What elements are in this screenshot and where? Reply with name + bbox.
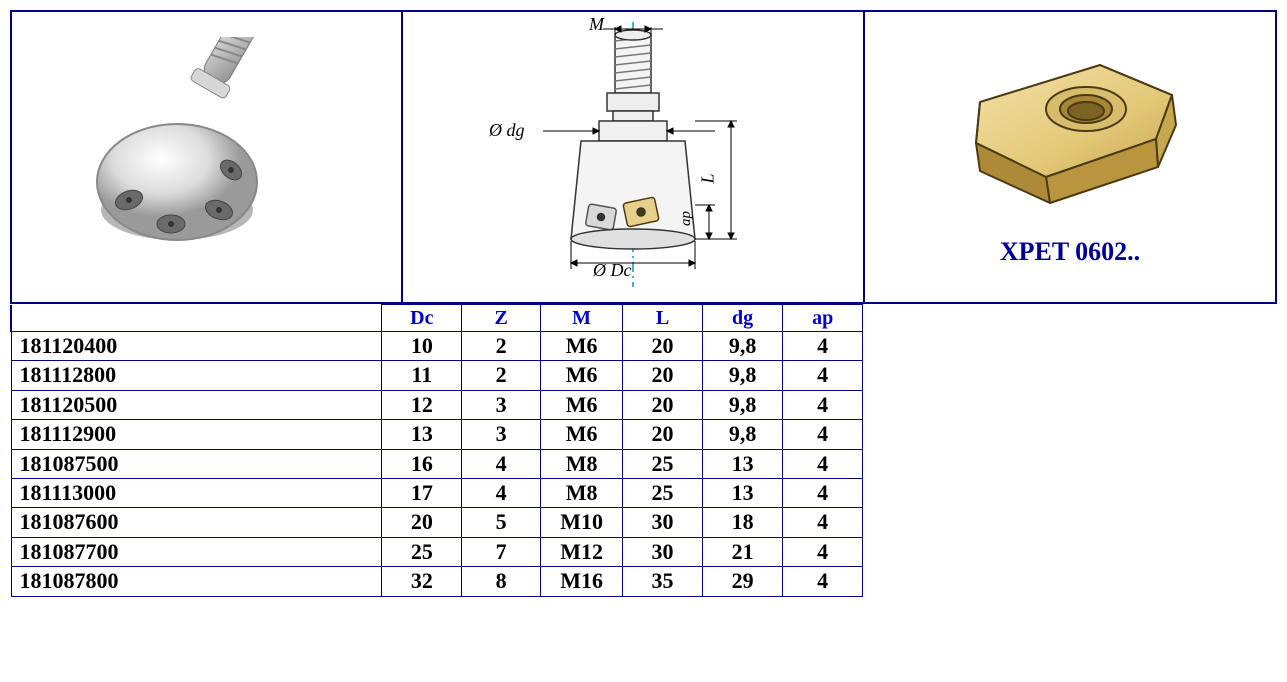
table-cell: 10 xyxy=(382,332,462,361)
table-cell: 13 xyxy=(702,449,782,478)
table-cell: 20 xyxy=(623,361,703,390)
table-cell: 21 xyxy=(702,537,782,566)
table-cell: 4 xyxy=(783,508,863,537)
table-row: 181087700257M1230214 xyxy=(11,537,863,566)
table-cell: 25 xyxy=(623,478,703,507)
table-cell: 29 xyxy=(702,567,782,596)
table-cell: 4 xyxy=(783,449,863,478)
table-cell: 9,8 xyxy=(702,420,782,449)
tool-photo-icon xyxy=(67,37,347,277)
table-cell: M12 xyxy=(541,537,623,566)
table-cell: 4 xyxy=(783,332,863,361)
table-cell: M8 xyxy=(541,449,623,478)
table-cell: 3 xyxy=(462,390,541,419)
table-cell: 4 xyxy=(783,537,863,566)
diagram-label-dc: Ø Dc xyxy=(593,260,632,281)
table-cell: M10 xyxy=(541,508,623,537)
catalog-page: M Ø dg Ø Dc L ap xyxy=(10,10,1277,597)
table-cell: 25 xyxy=(623,449,703,478)
table-cell: M6 xyxy=(541,390,623,419)
spec-table: Dc Z M L dg ap 181120400102M6209,8418111… xyxy=(10,304,863,597)
part-number: 181087800 xyxy=(11,567,382,596)
image-row: M Ø dg Ø Dc L ap xyxy=(10,10,1277,304)
table-cell: 11 xyxy=(382,361,462,390)
table-cell: 13 xyxy=(382,420,462,449)
table-cell: M6 xyxy=(541,332,623,361)
tool-photo-cell xyxy=(12,12,403,302)
table-cell: 20 xyxy=(623,420,703,449)
table-cell: M6 xyxy=(541,361,623,390)
table-cell: 5 xyxy=(462,508,541,537)
table-row: 181113000174M825134 xyxy=(11,478,863,507)
table-row: 181087500164M825134 xyxy=(11,449,863,478)
part-number: 181087600 xyxy=(11,508,382,537)
table-cell: 2 xyxy=(462,332,541,361)
table-row: 181087600205M1030184 xyxy=(11,508,863,537)
table-cell: 20 xyxy=(382,508,462,537)
table-cell: 32 xyxy=(382,567,462,596)
diagram-label-dg: Ø dg xyxy=(489,120,525,141)
part-number: 181087500 xyxy=(11,449,382,478)
diagram-label-ap: ap xyxy=(678,211,695,226)
header-l: L xyxy=(623,305,703,332)
table-row: 181112900133M6209,84 xyxy=(11,420,863,449)
table-cell: 18 xyxy=(702,508,782,537)
table-row: 181112800112M6209,84 xyxy=(11,361,863,390)
table-cell: 4 xyxy=(462,478,541,507)
table-cell: 35 xyxy=(623,567,703,596)
part-number: 181120400 xyxy=(11,332,382,361)
table-cell: 4 xyxy=(783,361,863,390)
table-cell: M16 xyxy=(541,567,623,596)
table-cell: 4 xyxy=(783,567,863,596)
table-cell: 4 xyxy=(462,449,541,478)
table-cell: 17 xyxy=(382,478,462,507)
table-row: 181120400102M6209,84 xyxy=(11,332,863,361)
header-z: Z xyxy=(462,305,541,332)
part-number: 181120500 xyxy=(11,390,382,419)
part-number: 181113000 xyxy=(11,478,382,507)
diagram-label-m: M xyxy=(589,14,604,35)
table-row: 181120500123M6209,84 xyxy=(11,390,863,419)
table-cell: 4 xyxy=(783,420,863,449)
diagram-label-l: L xyxy=(698,173,719,183)
table-header-row: Dc Z M L dg ap xyxy=(11,305,863,332)
table-cell: 3 xyxy=(462,420,541,449)
table-cell: 30 xyxy=(623,508,703,537)
table-cell: 8 xyxy=(462,567,541,596)
table-row: 181087800328M1635294 xyxy=(11,567,863,596)
table-cell: 16 xyxy=(382,449,462,478)
insert-cell: XPET 0602.. xyxy=(865,12,1275,302)
table-cell: 20 xyxy=(623,332,703,361)
table-cell: 9,8 xyxy=(702,390,782,419)
header-m: M xyxy=(541,305,623,332)
diagram-cell: M Ø dg Ø Dc L ap xyxy=(403,12,865,302)
table-cell: 4 xyxy=(783,478,863,507)
table-cell: 25 xyxy=(382,537,462,566)
table-cell: 13 xyxy=(702,478,782,507)
header-ap: ap xyxy=(783,305,863,332)
table-cell: 30 xyxy=(623,537,703,566)
header-dg: dg xyxy=(702,305,782,332)
part-number: 181112900 xyxy=(11,420,382,449)
table-cell: 7 xyxy=(462,537,541,566)
table-cell: 2 xyxy=(462,361,541,390)
insert-label: XPET 0602.. xyxy=(1000,237,1140,267)
technical-diagram-icon xyxy=(463,17,803,297)
table-cell: M8 xyxy=(541,478,623,507)
table-cell: 4 xyxy=(783,390,863,419)
table-cell: 20 xyxy=(623,390,703,419)
header-dc: Dc xyxy=(382,305,462,332)
header-blank xyxy=(11,305,382,332)
table-cell: M6 xyxy=(541,420,623,449)
part-number: 181087700 xyxy=(11,537,382,566)
part-number: 181112800 xyxy=(11,361,382,390)
insert-icon xyxy=(950,47,1190,207)
table-cell: 9,8 xyxy=(702,361,782,390)
table-cell: 9,8 xyxy=(702,332,782,361)
table-cell: 12 xyxy=(382,390,462,419)
